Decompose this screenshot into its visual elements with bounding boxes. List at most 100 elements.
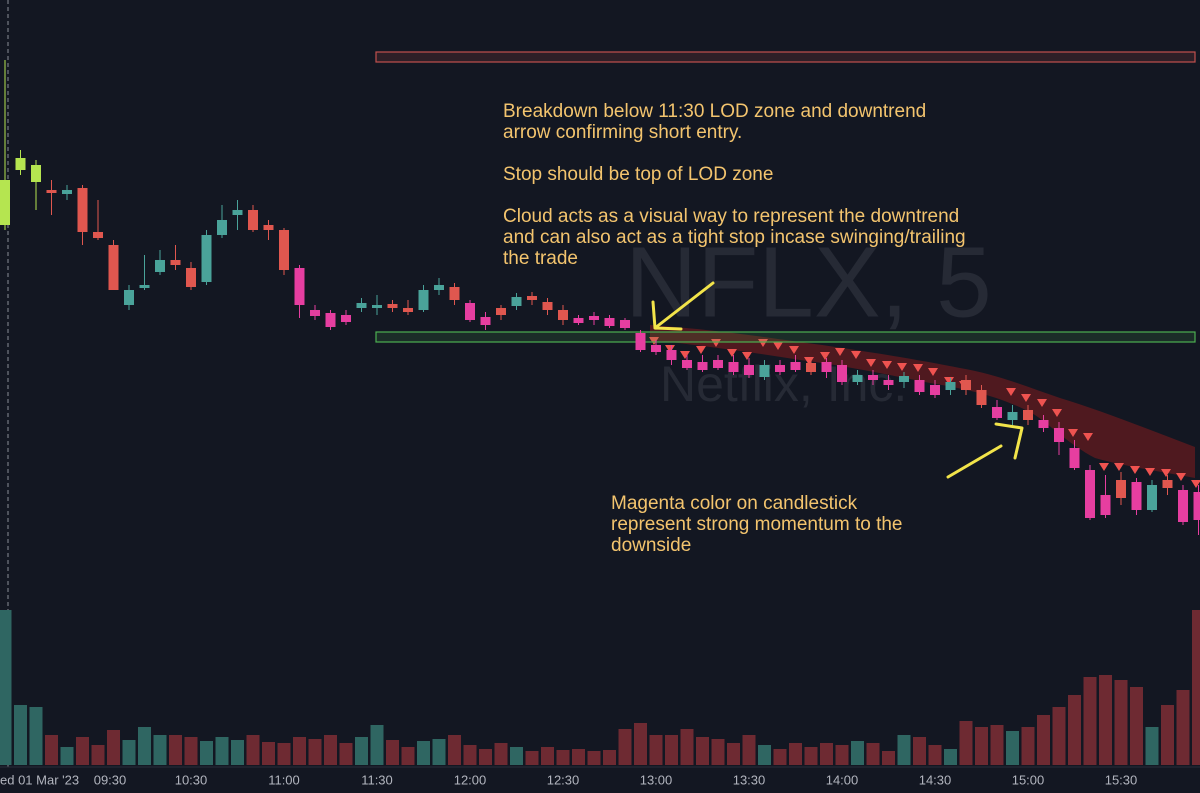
candle-body — [976, 390, 987, 405]
volume-bar — [386, 740, 399, 765]
signal-arrow — [727, 349, 737, 357]
volume-bar — [696, 737, 709, 765]
signal-arrow — [742, 352, 752, 360]
annotation-line: Breakdown below 11:30 LOD zone and downt… — [503, 101, 926, 122]
signal-arrow — [1052, 409, 1062, 417]
volume-bar — [1083, 677, 1097, 765]
candle-body — [697, 362, 708, 370]
candle-body — [155, 260, 165, 272]
x-tick-label: 11:30 — [361, 772, 393, 787]
candle-body — [744, 365, 754, 375]
signal-arrow — [851, 351, 861, 359]
candle-body — [62, 190, 72, 194]
volume-bar — [603, 750, 616, 765]
candle-body — [1162, 480, 1173, 488]
signal-arrow — [1068, 429, 1078, 437]
candle-body — [1054, 428, 1064, 442]
volume-bar — [122, 740, 136, 765]
signal-arrow — [1130, 466, 1140, 474]
candle-body — [1038, 420, 1049, 428]
volume-bar — [618, 729, 632, 765]
volume-bar — [60, 747, 74, 765]
volume-bar — [1192, 610, 1200, 765]
volume-bar — [944, 749, 957, 765]
candle-body — [930, 385, 940, 395]
candle-body — [1178, 490, 1188, 522]
signal-arrow — [1161, 469, 1171, 477]
candle-body — [821, 362, 832, 372]
candle-body — [434, 285, 444, 290]
volume-bar — [463, 745, 477, 765]
x-tick-label: 13:00 — [640, 772, 673, 787]
watermark-symbol: NFLX, 5 — [625, 226, 992, 338]
volume-bar — [308, 739, 322, 765]
x-tick-label: 10:30 — [175, 772, 208, 787]
volume-bar — [1006, 731, 1019, 765]
signal-arrow — [711, 339, 721, 347]
volume-bar — [479, 749, 492, 765]
volume-bar — [1176, 690, 1190, 765]
candle-body — [1147, 485, 1157, 510]
volume-bar — [277, 743, 291, 765]
volume-bar — [510, 747, 523, 765]
volume-bar — [572, 749, 585, 765]
annotation-line: downside — [611, 535, 691, 556]
candle-body — [589, 316, 599, 320]
candle-body — [759, 365, 770, 377]
candle-body — [961, 380, 971, 390]
volume-bar — [556, 750, 570, 765]
volume-bar — [665, 735, 678, 765]
candle-body — [418, 290, 429, 310]
volume-bar — [1114, 680, 1128, 765]
signal-arrow — [680, 351, 690, 359]
volume-bar — [246, 735, 260, 765]
candle-body — [868, 375, 878, 380]
volume-bar — [1068, 695, 1081, 765]
candle-body — [899, 376, 909, 382]
x-tick-label: 11:00 — [268, 772, 300, 787]
candle-body — [1100, 495, 1111, 515]
volume-bar — [835, 745, 849, 765]
volume-bar — [1052, 707, 1066, 765]
volume-bar — [634, 723, 647, 765]
signal-arrow — [1191, 480, 1200, 488]
volume-bar — [711, 739, 725, 765]
candle-body — [77, 188, 88, 232]
volume-bar — [727, 743, 740, 765]
volume-bar — [200, 741, 213, 765]
candle-body — [341, 315, 351, 322]
candle-body — [1069, 448, 1080, 468]
lod-zone — [375, 331, 1196, 343]
signal-arrow — [1006, 388, 1016, 396]
x-tick-label: 12:00 — [454, 772, 487, 787]
volume-bar — [76, 737, 89, 765]
candle-body — [527, 296, 537, 300]
candle-body — [294, 268, 305, 305]
volume-bar — [370, 725, 384, 765]
lod-zone — [375, 51, 1196, 63]
volume-bar — [804, 747, 818, 765]
candle-body — [15, 158, 26, 170]
volume-bar — [928, 745, 942, 765]
volume-bar — [1037, 715, 1050, 765]
candle-body — [620, 320, 630, 328]
candle-body — [279, 230, 289, 270]
signal-arrow — [913, 364, 923, 372]
annotation-line: Magenta color on candlestick — [611, 493, 858, 514]
volume-bar — [448, 735, 461, 765]
x-tick-label: 09:30 — [94, 772, 127, 787]
x-tick-label: 12:30 — [547, 772, 580, 787]
candle-body — [496, 308, 506, 315]
volume-bar — [820, 743, 833, 765]
candle-body — [46, 190, 57, 193]
candle-body — [914, 380, 925, 392]
signal-arrow — [758, 339, 768, 347]
volume-bar — [324, 735, 337, 765]
annotation-line: arrow confirming short entry. — [503, 122, 742, 143]
signal-arrow — [649, 337, 659, 345]
volume-bar — [680, 729, 694, 765]
volume-bar — [742, 735, 756, 765]
candle-body — [217, 220, 227, 235]
